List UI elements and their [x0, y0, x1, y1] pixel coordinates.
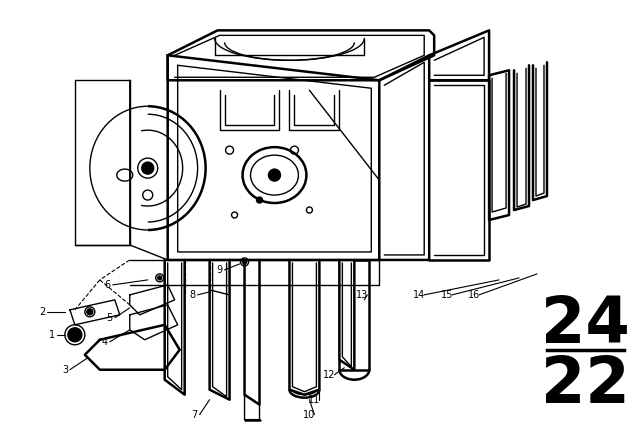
Circle shape: [87, 309, 93, 315]
Circle shape: [257, 197, 262, 203]
Circle shape: [269, 169, 280, 181]
Text: 22: 22: [541, 354, 629, 416]
Text: 14: 14: [413, 290, 426, 300]
Text: 10: 10: [303, 409, 316, 420]
Text: 1: 1: [49, 330, 55, 340]
Text: 8: 8: [189, 290, 196, 300]
Text: 3: 3: [62, 365, 68, 375]
Text: 6: 6: [105, 280, 111, 290]
Text: 24: 24: [541, 294, 629, 356]
Text: 13: 13: [356, 290, 369, 300]
Circle shape: [141, 162, 154, 174]
Text: 12: 12: [323, 370, 335, 380]
Text: 15: 15: [441, 290, 453, 300]
Circle shape: [243, 260, 246, 264]
Text: 7: 7: [191, 409, 198, 420]
Circle shape: [157, 276, 162, 280]
Circle shape: [68, 328, 82, 342]
Text: 5: 5: [107, 313, 113, 323]
Text: 16: 16: [468, 290, 480, 300]
Text: 9: 9: [216, 265, 223, 275]
Text: 11: 11: [308, 395, 321, 405]
Text: 4: 4: [102, 337, 108, 347]
Text: 2: 2: [39, 307, 45, 317]
